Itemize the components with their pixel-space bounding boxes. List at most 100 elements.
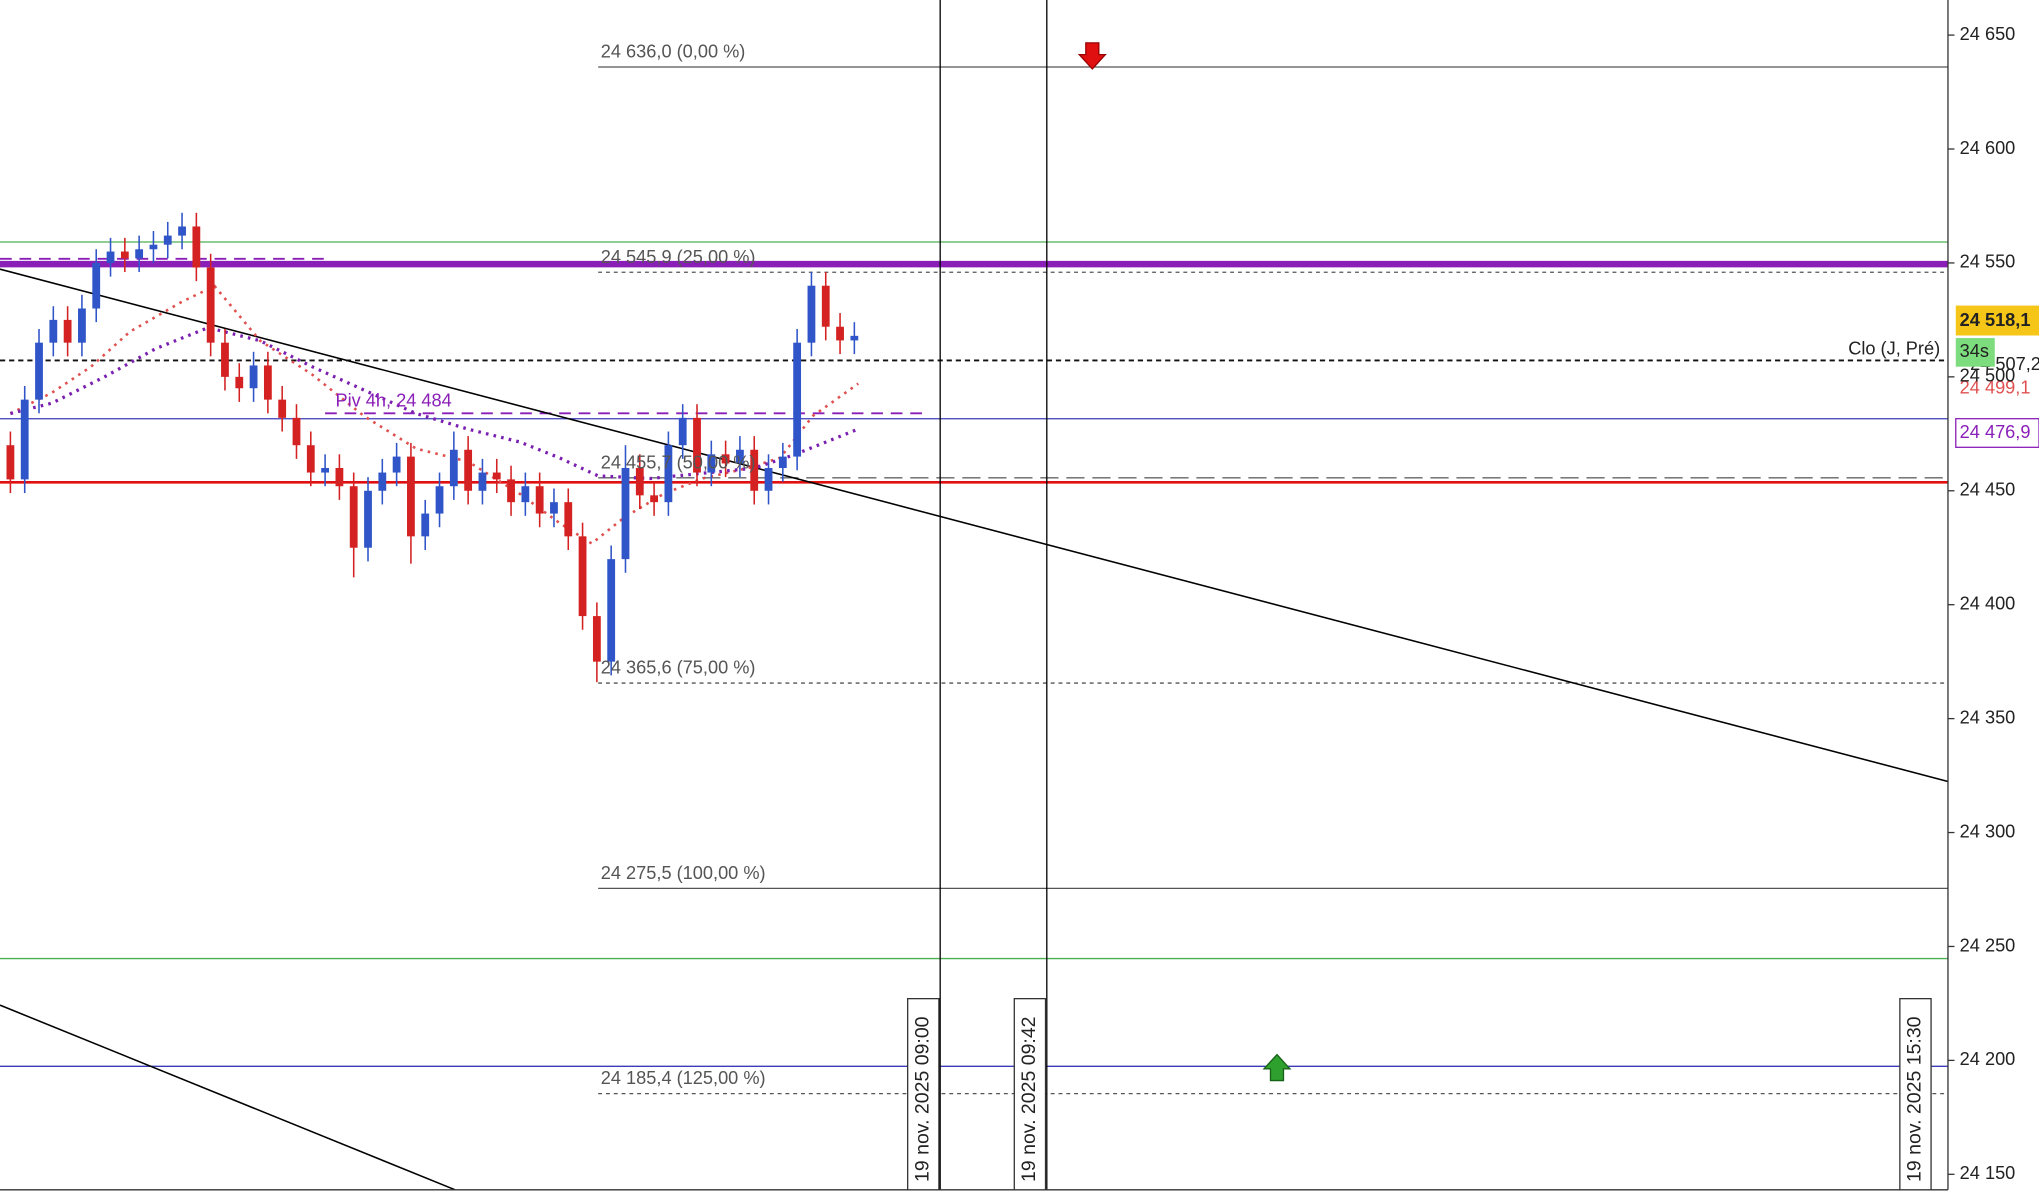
candle-body bbox=[306, 445, 315, 473]
fib-label: 24 275,5 (100,00 %) bbox=[601, 863, 766, 883]
trend-line bbox=[0, 1004, 456, 1191]
y-tick-label: 24 450 bbox=[1960, 480, 2016, 500]
candle-body bbox=[263, 365, 272, 400]
y-tick-label: 24 350 bbox=[1960, 707, 2016, 727]
candle-body bbox=[836, 326, 844, 341]
candle-body bbox=[592, 616, 601, 662]
candle-body bbox=[449, 449, 458, 487]
x-label-box bbox=[907, 998, 940, 1191]
timer: 34s bbox=[1960, 341, 1989, 361]
candle-body bbox=[693, 417, 701, 473]
candle-body bbox=[435, 486, 444, 514]
price-tag: 24 499,1 bbox=[1960, 378, 2031, 398]
x-label: 19 nov. 2025 09:00 bbox=[911, 1016, 933, 1182]
candle-body bbox=[478, 472, 487, 491]
candle-body bbox=[550, 502, 558, 514]
candle-body bbox=[721, 454, 730, 464]
candle-body bbox=[793, 342, 802, 457]
candle-body bbox=[492, 472, 501, 480]
candle-body bbox=[421, 513, 430, 537]
y-tick-label: 24 250 bbox=[1960, 935, 2016, 955]
price-tag-bg bbox=[1955, 305, 2039, 336]
fib-label: 24 455,7 (50,00 %) bbox=[601, 452, 756, 472]
candle-body bbox=[221, 342, 229, 377]
y-tick-label: 24 500 bbox=[1960, 366, 2016, 386]
candle-body bbox=[635, 467, 644, 496]
candle-body bbox=[564, 502, 573, 537]
candle-body bbox=[535, 486, 544, 514]
candle-body bbox=[249, 365, 258, 389]
candle-body bbox=[521, 486, 530, 503]
candle-body bbox=[407, 456, 415, 537]
buy-arrow bbox=[1262, 1053, 1292, 1082]
y-tick-label: 24 400 bbox=[1960, 594, 2016, 614]
candle-body bbox=[292, 417, 301, 446]
candle-body bbox=[335, 467, 344, 487]
candle-body bbox=[678, 417, 687, 446]
candle-body bbox=[607, 559, 616, 662]
fib-label: 24 636,0 (0,00 %) bbox=[601, 41, 746, 61]
candle-body bbox=[707, 454, 716, 473]
y-tick-label: 24 650 bbox=[1960, 24, 2016, 44]
y-tick-label: 24 300 bbox=[1960, 821, 2016, 841]
candle-body bbox=[49, 319, 58, 343]
candle-body bbox=[78, 308, 86, 343]
price-tag-bg bbox=[1955, 418, 2039, 448]
fib-label: 24 185,4 (125,00 %) bbox=[601, 1068, 766, 1088]
candle-body bbox=[235, 376, 244, 389]
candle-body bbox=[764, 467, 773, 491]
x-label-box bbox=[1899, 998, 1932, 1191]
y-tick-label: 24 550 bbox=[1960, 252, 2016, 272]
fib-label: 24 365,6 (75,00 %) bbox=[601, 658, 756, 678]
candle-body bbox=[349, 486, 358, 548]
candle-body bbox=[364, 490, 372, 548]
candle-body bbox=[63, 319, 72, 343]
candle-body bbox=[178, 226, 186, 236]
candle-body bbox=[120, 251, 129, 259]
candle-body bbox=[578, 536, 587, 617]
candle-body bbox=[778, 456, 787, 468]
y-tick-label: 24 600 bbox=[1960, 138, 2016, 158]
candle-body bbox=[278, 399, 287, 418]
close-label: Clo (J, Pré) bbox=[1848, 339, 1940, 359]
candle-body bbox=[750, 449, 759, 491]
x-label: 19 nov. 2025 09:42 bbox=[1018, 1016, 1040, 1182]
x-label-box bbox=[1013, 998, 1047, 1191]
candle-body bbox=[650, 495, 658, 503]
candle-body bbox=[20, 399, 29, 480]
trend-line bbox=[0, 268, 1949, 783]
candle-body bbox=[206, 267, 215, 343]
candle-body bbox=[378, 472, 387, 491]
price-tag: 24 476,9 bbox=[1960, 422, 2031, 442]
y-tick-label: 24 150 bbox=[1960, 1163, 2016, 1183]
candle-body bbox=[163, 235, 172, 245]
candle-body bbox=[192, 226, 201, 268]
candle-body bbox=[321, 467, 329, 473]
candle-body bbox=[92, 262, 101, 309]
candle-body bbox=[621, 467, 630, 560]
candle-body bbox=[507, 479, 515, 503]
y-tick-label: 24 200 bbox=[1960, 1049, 2016, 1069]
candle-body bbox=[35, 342, 43, 400]
candle-body bbox=[392, 456, 401, 473]
pivot-label: Piv 4h, 24 484 bbox=[335, 391, 451, 411]
candle-body bbox=[664, 445, 673, 503]
candles bbox=[6, 212, 859, 683]
timer-bg bbox=[1955, 338, 1995, 367]
candle-body bbox=[149, 244, 158, 250]
candle-body bbox=[850, 335, 859, 341]
candle-body bbox=[6, 445, 15, 480]
x-label: 19 nov. 2025 15:30 bbox=[1904, 1016, 1926, 1182]
sell-arrow bbox=[1077, 42, 1107, 70]
price-tag: 24 518,1 bbox=[1960, 310, 2031, 330]
candle-body bbox=[736, 449, 744, 464]
candle-body bbox=[821, 285, 830, 327]
moving-average bbox=[9, 284, 860, 546]
fib-label: 24 545,9 (25,00 %) bbox=[601, 247, 756, 267]
candle-body bbox=[135, 249, 144, 259]
candle-body bbox=[807, 285, 816, 343]
candle-body bbox=[464, 449, 473, 491]
